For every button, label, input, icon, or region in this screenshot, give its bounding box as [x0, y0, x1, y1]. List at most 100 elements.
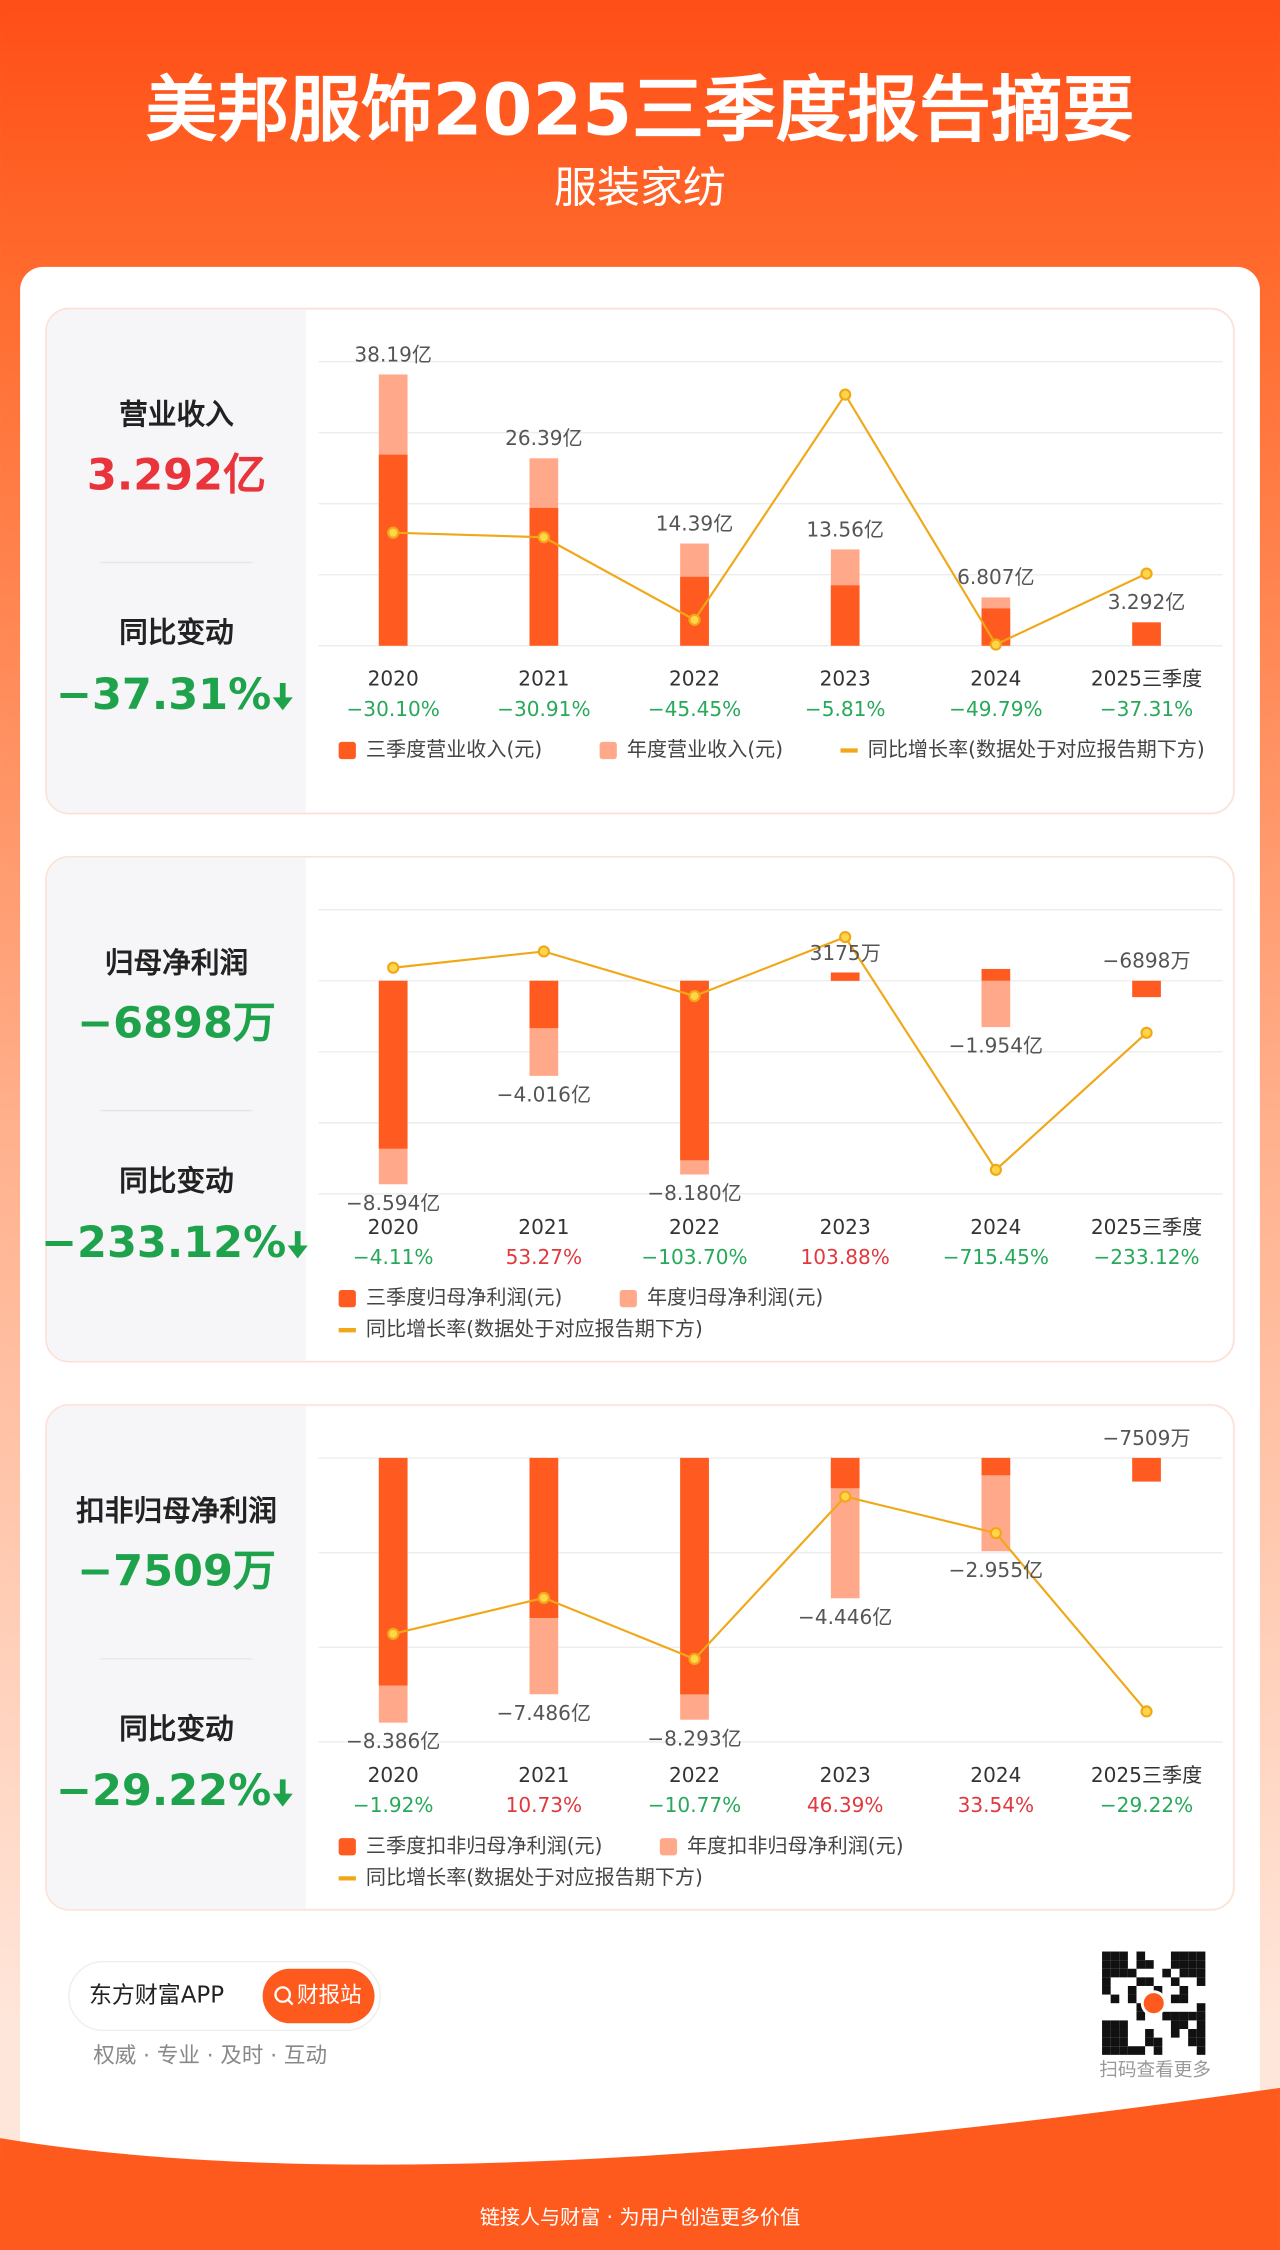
growth-marker: [989, 1526, 1002, 1540]
growth-marker: [537, 531, 550, 544]
qr-cell: [1102, 2029, 1111, 2038]
growth-label: 53.27%: [506, 1245, 583, 1269]
data-label: 14.39亿: [656, 511, 734, 535]
qr-cell: [1119, 2029, 1128, 2038]
metric-value: −6898万: [77, 998, 276, 1048]
data-label: −4.446亿: [798, 1605, 892, 1629]
growth-marker: [387, 526, 400, 539]
qr-cell: [1196, 1977, 1206, 1986]
growth-marker: [537, 945, 550, 958]
data-label: −6898万: [1103, 949, 1191, 973]
qr-cell: [1102, 2037, 1111, 2047]
qr-cell: [1110, 1951, 1120, 1961]
panel-plot-bg: [305, 309, 1233, 813]
qr-cell: [1119, 2046, 1128, 2055]
footer-wave: [0, 2087, 1280, 2250]
qr-cell: [1145, 1960, 1154, 1969]
growth-label: −1.92%: [353, 1793, 434, 1817]
growth-marker: [688, 989, 701, 1003]
qr-cell: [1136, 1977, 1146, 1986]
qr-cell: [1153, 2046, 1163, 2055]
qr-cell: [1170, 1977, 1180, 1986]
qr-cell: [1153, 1985, 1163, 1995]
change-value: −29.22%: [56, 1766, 271, 1816]
data-label: −8.293亿: [647, 1726, 741, 1750]
growth-label: 33.54%: [958, 1793, 1035, 1817]
growth-marker: [688, 1652, 701, 1666]
legend-label: 年度归母净利润(元): [647, 1285, 823, 1309]
qr-cell: [1127, 1985, 1137, 1995]
data-label: −1.954亿: [949, 1034, 1043, 1058]
x-tick-label: 2025三季度: [1091, 667, 1202, 691]
app-button-label: 财报站: [297, 1983, 362, 2008]
data-label: −4.016亿: [497, 1082, 591, 1106]
bar: [529, 980, 559, 1029]
x-tick-label: 2024: [970, 667, 1021, 691]
qr-cell: [1196, 1951, 1206, 1961]
growth-line: [393, 392, 1147, 646]
qr-cell: [1136, 2003, 1146, 2012]
legend-swatch: [659, 1838, 678, 1856]
qr-cell: [1119, 1960, 1128, 1969]
qr-cell: [1110, 1994, 1120, 2004]
x-tick-label: 2022: [669, 667, 720, 691]
qr-cell: [1179, 1951, 1189, 1961]
down-arrow: [272, 1779, 293, 1807]
qr-cell: [1162, 1968, 1171, 1978]
search-icon: [274, 1986, 292, 2003]
metric-label: 营业收入: [119, 397, 234, 431]
qr-cell: [1145, 2037, 1154, 2047]
growth-label: −30.10%: [346, 697, 439, 721]
growth-marker: [1140, 1026, 1153, 1039]
growth-marker: [989, 1163, 1002, 1176]
legend-swatch: [619, 1290, 637, 1308]
qr-cell: [1102, 1977, 1111, 1986]
x-tick-label: 2023: [820, 667, 871, 691]
growth-label: −233.12%: [1093, 1245, 1199, 1269]
qr-cell: [1110, 2020, 1120, 2030]
qr-cell: [1170, 2020, 1180, 2030]
bar: [1132, 1457, 1161, 1482]
bar: [981, 1457, 1011, 1476]
data-label: −2.955亿: [949, 1558, 1043, 1582]
x-tick-label: 2024: [970, 1763, 1021, 1787]
growth-label: 10.73%: [506, 1793, 583, 1817]
qr-cell: [1170, 1994, 1180, 2004]
x-tick-label: 2021: [518, 1763, 569, 1787]
bar: [378, 980, 408, 1149]
data-label: 13.56亿: [806, 517, 884, 541]
legend-label: 年度营业收入(元): [627, 737, 783, 761]
change-title: 同比变动: [119, 1163, 234, 1197]
growth-marker: [1140, 1705, 1153, 1718]
qr-cell: [1188, 1968, 1197, 1978]
growth-marker: [839, 1490, 852, 1503]
qr-cell: [1110, 2037, 1120, 2047]
x-tick-label: 2022: [669, 1763, 720, 1787]
growth-label: 103.88%: [801, 1245, 890, 1269]
bar: [1132, 622, 1161, 646]
growth-label: −45.45%: [648, 697, 741, 721]
title: 美邦服饰2025三季度报告摘要: [146, 67, 1135, 151]
growth-label: −715.45%: [943, 1245, 1049, 1269]
growth-label: −5.81%: [805, 697, 886, 721]
data-label: 3175万: [810, 941, 881, 965]
bar: [830, 585, 860, 646]
slogan: 权威 · 专业 · 及时 · 互动: [93, 2043, 327, 2068]
qr-caption: 扫码查看更多: [1099, 2060, 1211, 2081]
qr-cell: [1196, 1960, 1206, 1969]
qr-cell: [1188, 2029, 1197, 2038]
qr-cell: [1119, 2037, 1128, 2047]
qr-cell: [1136, 1951, 1146, 1961]
legend-label: 三季度归母净利润(元): [366, 1285, 562, 1309]
metric-label: 归母净利润: [105, 945, 248, 979]
qr-cell: [1170, 1960, 1180, 1969]
data-label: −8.386亿: [346, 1729, 440, 1753]
qr-cell: [1127, 1968, 1137, 1978]
legend-label: 同比增长率(数据处于对应报告期下方): [366, 1317, 703, 1341]
qr-cell: [1119, 1951, 1128, 1961]
qr-cell: [1179, 1968, 1189, 1978]
app-button[interactable]: [262, 1968, 375, 2024]
growth-line: [392, 1495, 1148, 1713]
x-tick-label: 2025三季度: [1091, 1763, 1202, 1787]
